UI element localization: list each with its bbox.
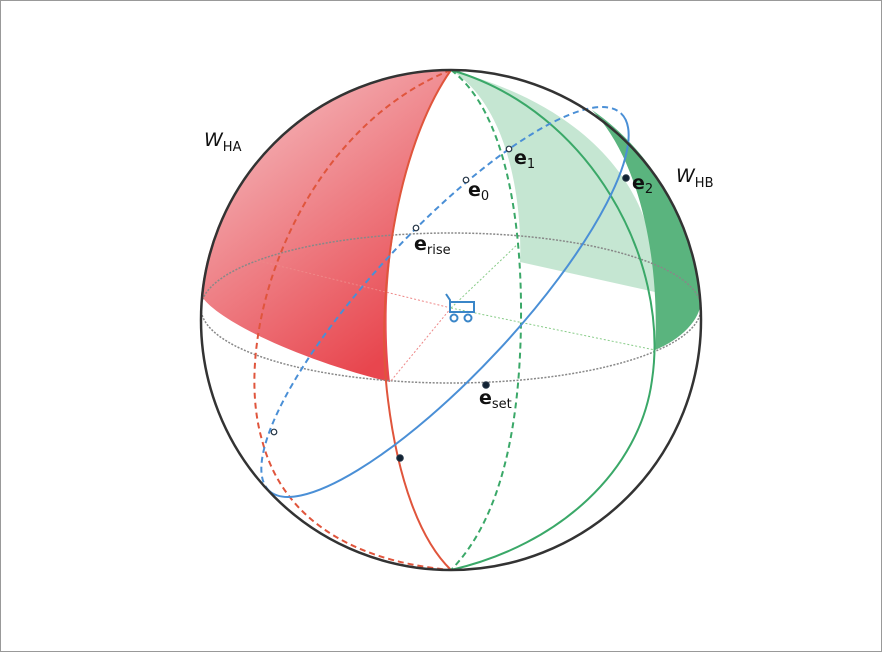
points bbox=[270, 145, 630, 462]
sphere bbox=[199, 68, 703, 572]
label-sub: 2 bbox=[645, 182, 653, 197]
orbit-front bbox=[268, 112, 630, 498]
label-sub: 0 bbox=[481, 189, 489, 204]
meridian-hb bbox=[450, 69, 656, 571]
label-sub: rise bbox=[427, 243, 451, 258]
label-w-hb: WHB bbox=[676, 165, 714, 191]
region-hb-back bbox=[451, 70, 656, 292]
label-w-ha: WHA bbox=[204, 129, 242, 155]
label-base: e bbox=[514, 147, 527, 169]
meridian-hb-back bbox=[450, 69, 523, 571]
label-erise: erise bbox=[414, 233, 451, 258]
label-sub: HA bbox=[223, 140, 242, 155]
label-e2: e2 bbox=[632, 172, 653, 197]
label-base: W bbox=[204, 129, 224, 151]
point bbox=[462, 176, 470, 184]
label-sub: HB bbox=[695, 176, 714, 191]
label-e0: e0 bbox=[468, 179, 489, 204]
meridian-ha bbox=[383, 69, 452, 571]
label-base: e bbox=[632, 172, 645, 194]
orbit bbox=[260, 106, 630, 498]
label-base: e bbox=[468, 179, 481, 201]
meridian-ha-back bbox=[253, 69, 452, 571]
label-e1: e1 bbox=[514, 147, 535, 172]
rover-icon bbox=[445, 293, 475, 323]
point bbox=[270, 428, 278, 436]
axis bbox=[254, 259, 452, 309]
point bbox=[622, 174, 630, 182]
label-base: e bbox=[414, 233, 427, 255]
point bbox=[505, 145, 513, 153]
point bbox=[412, 224, 420, 232]
label-eset: eset bbox=[479, 387, 512, 412]
label-base: e bbox=[479, 387, 492, 409]
label-base: W bbox=[676, 165, 696, 187]
point bbox=[482, 381, 490, 389]
orbit-back bbox=[260, 106, 622, 492]
label-sub: set bbox=[492, 397, 512, 412]
point bbox=[396, 454, 404, 462]
region-hb bbox=[592, 110, 701, 350]
axis bbox=[450, 307, 656, 351]
label-sub: 1 bbox=[527, 157, 535, 172]
